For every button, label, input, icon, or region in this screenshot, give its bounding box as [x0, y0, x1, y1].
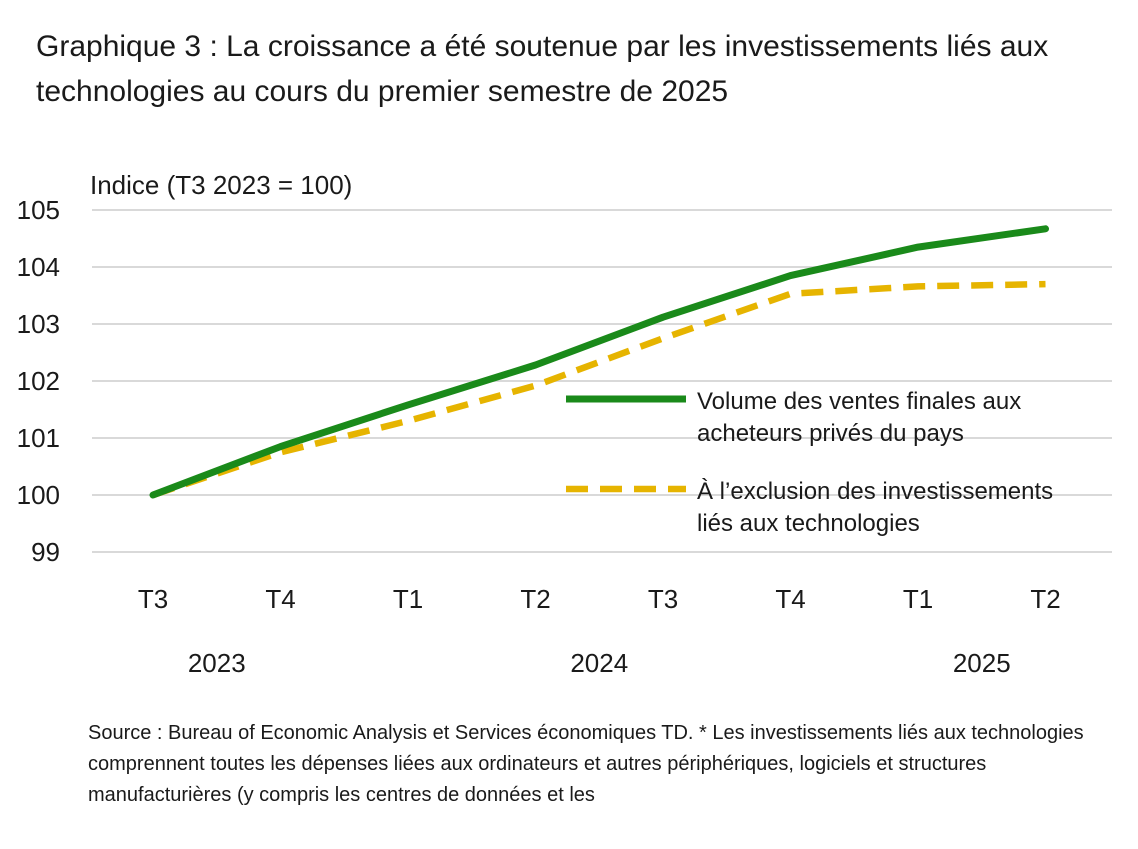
legend-label: liés aux technologies — [697, 510, 920, 537]
x-tick-label: T3 — [138, 584, 168, 614]
y-axis-label: Indice (T3 2023 = 100) — [90, 170, 353, 200]
x-tick-label: T2 — [1030, 584, 1060, 614]
x-tick-label: T3 — [648, 584, 678, 614]
y-tick-label: 105 — [17, 195, 60, 225]
y-tick-labels: 99 100 101 102 103 104 105 — [17, 195, 60, 567]
x-tick-label: T2 — [520, 584, 550, 614]
x-tick-label: T1 — [393, 584, 423, 614]
y-tick-label: 104 — [17, 252, 60, 282]
series-line-final-sales — [149, 225, 1049, 499]
source-note: Source : Bureau of Economic Analysis et … — [88, 722, 1084, 806]
year-label: 2025 — [953, 648, 1011, 678]
legend-label: À l’exclusion des investissements — [697, 478, 1053, 505]
line-chart: 99 100 101 102 103 104 105 T3 T4 T1 T2 T3 T4 T1 T2 20… — [17, 195, 1112, 678]
chart-title: Graphique 3 : La croissance a été souten… — [36, 30, 1049, 108]
x-tick-labels: T3 T4 T1 T2 T3 T4 T1 T2 — [138, 584, 1061, 614]
x-tick-label: T4 — [265, 584, 295, 614]
legend-label: Volume des ventes finales aux — [697, 388, 1021, 415]
series-lines — [149, 225, 1049, 499]
year-label: 2023 — [188, 648, 246, 678]
y-tick-label: 101 — [17, 423, 60, 453]
year-labels: 2023 2024 2025 — [188, 648, 1011, 678]
y-tick-label: 102 — [17, 366, 60, 396]
y-tick-label: 100 — [17, 480, 60, 510]
x-tick-label: T4 — [775, 584, 805, 614]
gridlines — [92, 209, 1112, 553]
x-tick-label: T1 — [903, 584, 933, 614]
year-label: 2024 — [570, 648, 628, 678]
y-tick-label: 99 — [31, 537, 60, 567]
series-line-excluding-tech — [151, 280, 1046, 499]
y-tick-label: 103 — [17, 309, 60, 339]
legend-label: acheteurs privés du pays — [697, 420, 964, 447]
legend: Volume des ventes finales aux acheteurs p… — [566, 388, 1053, 537]
